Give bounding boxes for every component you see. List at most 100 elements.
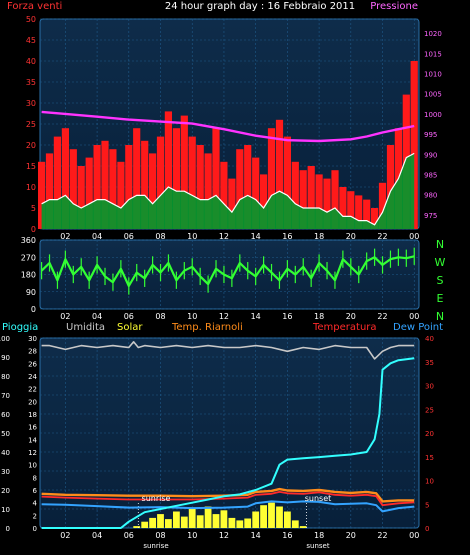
legend-solar: Solar: [117, 322, 143, 333]
sunrise-label: sunrise: [142, 494, 171, 503]
y-tick-label-left: 25: [26, 120, 36, 129]
legend-temp-riarnoli: Temp. Riarnoli: [171, 322, 243, 333]
sunset-axis-label: sunset: [306, 542, 329, 550]
wind-gust-bar: [188, 136, 196, 229]
solar-bar: [157, 514, 164, 528]
x-tick-label: 04: [92, 312, 102, 321]
solar-bar: [133, 526, 141, 528]
solar-bar: [236, 520, 244, 528]
solar-bar: [276, 506, 283, 528]
y-tick-label-left: 30: [26, 99, 36, 108]
x-tick-label: 10: [187, 531, 197, 540]
wind-gust-bar: [172, 128, 180, 229]
x-tick-label: 12: [219, 531, 229, 540]
solar-bar: [244, 518, 252, 528]
temperature-line: [41, 491, 415, 507]
y-tick-label-right: 975: [424, 212, 437, 220]
humidity-line: [41, 341, 415, 360]
x-tick-label: 08: [155, 531, 165, 540]
x-tick-label: 10: [187, 312, 197, 321]
x-tick-label: 06: [124, 531, 134, 540]
x-tick-label: 02: [60, 531, 70, 540]
wind-gust-bar: [236, 149, 244, 229]
wind-gust-bar: [323, 178, 331, 229]
wind-gust-bar: [141, 140, 149, 229]
compass-letter: S: [437, 274, 444, 287]
y-tick-label-inner: 28: [28, 348, 37, 356]
y-tick-label-left: 45: [26, 36, 36, 45]
solar-bar: [165, 519, 172, 528]
y-tick-label-inner: 26: [28, 360, 37, 368]
x-tick-label: 08: [155, 232, 165, 241]
x-tick-label: 04: [92, 232, 102, 241]
x-tick-label: 18: [314, 232, 324, 241]
y-tick-label-left: 0: [6, 525, 10, 533]
x-tick-label: 02: [60, 232, 70, 241]
x-tick-label: 14: [251, 531, 261, 540]
y-tick-label-left: 100: [0, 335, 10, 343]
solar-bar: [188, 507, 196, 528]
y-tick-label-left: 70: [1, 392, 10, 400]
x-tick-label: 10: [187, 232, 197, 241]
x-tick-label: 12: [219, 232, 229, 241]
x-tick-label: 14: [251, 312, 261, 321]
y-tick-label-left: 270: [21, 253, 36, 262]
legend-humidity: Umidita: [66, 322, 105, 333]
solar-bar: [228, 517, 236, 528]
wind-gust-bar: [117, 161, 125, 229]
wind-gust-bar: [307, 166, 315, 229]
x-tick-label: 08: [155, 312, 165, 321]
legend-temperature: Temperatura: [312, 322, 377, 333]
wind-gust-bar: [260, 174, 268, 229]
compass-letter: E: [437, 292, 444, 305]
y-tick-label-right: 1020: [424, 30, 442, 38]
wind-gust-bar: [38, 161, 46, 229]
wind-gust-bar: [61, 128, 69, 229]
wind-gust-bar: [196, 145, 204, 229]
wind-gust-bar: [45, 153, 54, 229]
solar-bar: [180, 516, 188, 528]
y-tick-label-left: 40: [1, 449, 10, 457]
y-tick-label-left: 10: [26, 183, 36, 192]
x-tick-label: 20: [346, 232, 356, 241]
y-tick-label-left: 0: [31, 305, 36, 314]
y-tick-label-inner: 0: [33, 525, 37, 533]
pressure-line: [41, 110, 415, 143]
chart-title: 24 hour graph day : 16 Febbraio 2011: [165, 1, 355, 12]
solar-bar: [260, 505, 267, 528]
y-tick-label-left: 40: [26, 57, 36, 66]
x-tick-label: 16: [282, 531, 292, 540]
y-tick-label-inner: 4: [33, 500, 38, 508]
y-tick-label-left: 90: [26, 288, 36, 297]
wind-gust-bar: [180, 115, 188, 229]
y-tick-label-inner: 10: [28, 462, 37, 470]
x-tick-label: 20: [346, 531, 356, 540]
x-tick-label: 02: [60, 312, 70, 321]
wind-average-area: [41, 153, 415, 229]
rain-line: [41, 357, 415, 529]
solar-bar: [299, 526, 307, 528]
wind-gust-bar: [69, 149, 77, 229]
y-tick-label-inner: 12: [28, 449, 37, 457]
x-tick-label: 00: [409, 531, 419, 540]
wind-gust-bar: [386, 145, 395, 229]
y-tick-label-right: 995: [424, 131, 437, 139]
y-tick-label-right: 1000: [424, 111, 442, 119]
left-series-label: Forza venti: [7, 1, 62, 12]
solar-bar: [284, 511, 291, 528]
wind-gust-bar: [315, 174, 323, 229]
legend-dew-point: Dew Point: [393, 322, 443, 333]
wind-gust-bar: [410, 61, 418, 229]
wind-gust-bar: [283, 136, 291, 229]
x-tick-label: 18: [314, 531, 324, 540]
y-tick-label-left: 20: [26, 141, 36, 150]
right-series-label: Pressione: [370, 1, 418, 12]
y-tick-label-right: 1010: [424, 71, 442, 79]
compass-letters: N W S E N: [435, 238, 446, 323]
wind-gust-bar: [378, 182, 387, 229]
wind-gust-bar: [331, 170, 339, 229]
y-tick-label-left: 5: [31, 204, 36, 213]
wind-direction-panel: 0 90 180 270 360 02 04 06 08 10 12 14 16 18 20 22 00: [21, 236, 420, 321]
wind-gust-bar: [228, 178, 236, 229]
